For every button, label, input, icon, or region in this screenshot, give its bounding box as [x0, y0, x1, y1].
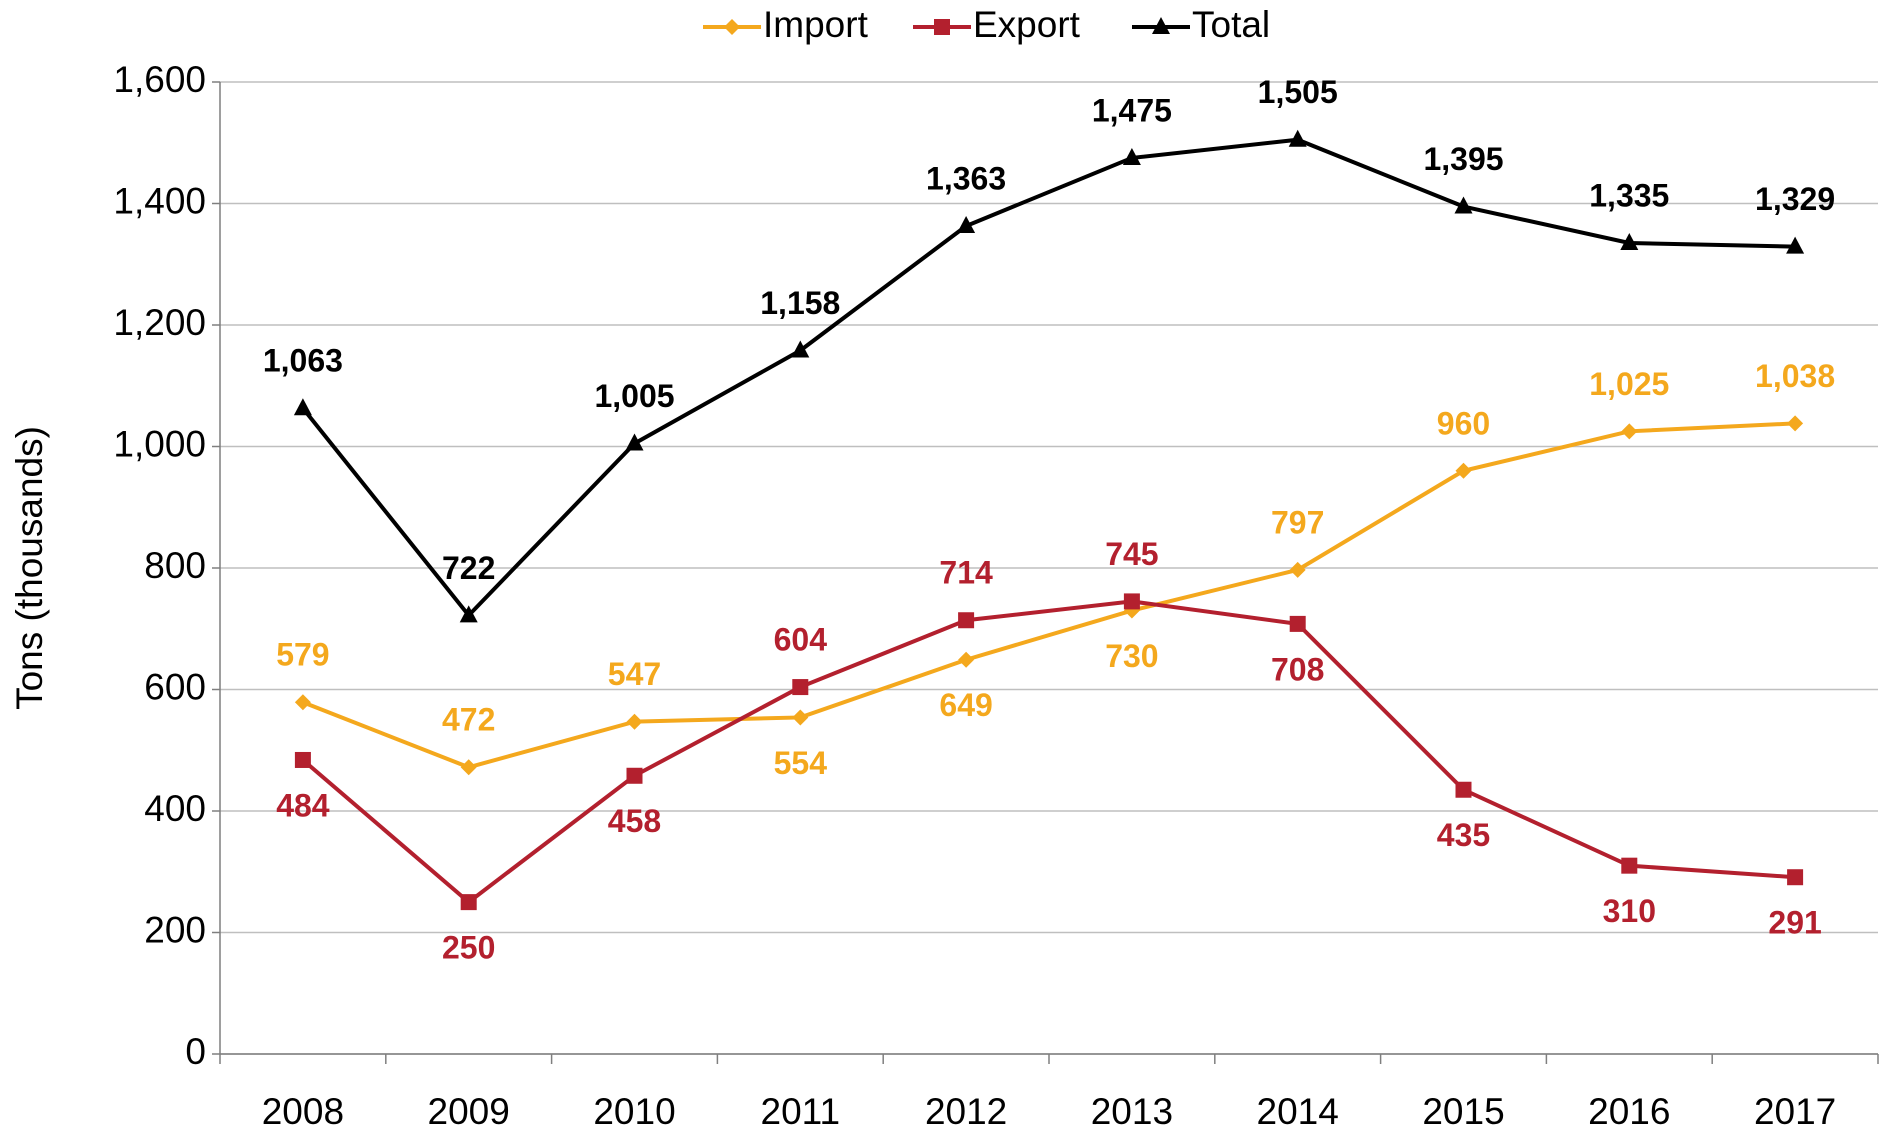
marker — [724, 19, 740, 35]
marker — [1289, 615, 1306, 632]
marker — [625, 433, 644, 451]
marker — [626, 713, 643, 730]
marker — [293, 398, 312, 416]
marker — [792, 679, 809, 696]
marker — [958, 651, 975, 668]
marker — [1288, 129, 1307, 147]
data-label: 708 — [1271, 651, 1324, 687]
y-tick-label: 1,400 — [113, 180, 206, 221]
data-label: 1,063 — [263, 343, 343, 379]
data-label: 1,329 — [1755, 181, 1835, 217]
marker — [1621, 423, 1638, 440]
x-tick-label: 2009 — [428, 1091, 510, 1132]
y-tick-label: 1,200 — [113, 302, 206, 343]
data-label: 484 — [276, 787, 330, 823]
marker — [1122, 147, 1141, 165]
marker — [460, 759, 477, 776]
y-tick-label: 600 — [144, 666, 206, 707]
series-line — [301, 599, 1796, 905]
y-axis-label: Tons (thousands) — [9, 426, 50, 710]
y-tick-label: 400 — [144, 788, 206, 829]
data-label: 1,025 — [1589, 366, 1669, 402]
y-tick-label: 1,600 — [113, 59, 206, 100]
data-label: 1,395 — [1423, 141, 1503, 177]
data-label: 291 — [1768, 905, 1821, 941]
data-label: 1,505 — [1258, 74, 1338, 110]
marker — [1123, 593, 1140, 610]
marker — [1455, 462, 1472, 479]
marker — [958, 612, 975, 629]
data-label: 472 — [442, 702, 495, 738]
y-tick-label: 0 — [185, 1031, 206, 1072]
legend-label: Total — [1192, 4, 1270, 45]
x-tick-label: 2017 — [1754, 1091, 1836, 1132]
y-tick-label: 200 — [144, 909, 206, 950]
x-tick-label: 2012 — [925, 1091, 1007, 1132]
marker — [1152, 17, 1170, 34]
marker — [1787, 415, 1804, 432]
legend-label: Export — [973, 4, 1081, 45]
x-tick-label: 2014 — [1257, 1091, 1339, 1132]
x-tick-label: 2015 — [1422, 1091, 1504, 1132]
marker — [1454, 196, 1473, 214]
data-label: 730 — [1105, 638, 1158, 674]
data-label: 310 — [1603, 893, 1656, 929]
marker — [294, 694, 311, 711]
data-label: 1,158 — [760, 285, 840, 321]
x-tick-label: 2011 — [761, 1091, 841, 1132]
marker — [460, 894, 477, 911]
x-tick-label: 2013 — [1091, 1091, 1173, 1132]
data-label: 649 — [939, 687, 992, 723]
marker — [791, 340, 810, 358]
data-label: 554 — [774, 745, 828, 781]
x-tick-label: 2016 — [1588, 1091, 1670, 1132]
data-label: 604 — [774, 622, 828, 658]
data-label: 458 — [608, 803, 661, 839]
marker — [957, 215, 976, 233]
marker — [1620, 232, 1639, 250]
data-label: 1,363 — [926, 160, 1006, 196]
data-label: 579 — [276, 637, 329, 673]
y-tick-label: 800 — [144, 545, 206, 586]
marker — [1621, 857, 1638, 874]
data-label: 250 — [442, 930, 495, 966]
marker — [294, 751, 311, 768]
x-tick-label: 2010 — [593, 1091, 675, 1132]
marker — [1786, 236, 1805, 254]
data-label: 797 — [1271, 504, 1324, 540]
x-tick-label: 2008 — [262, 1091, 344, 1132]
data-label: 745 — [1105, 536, 1158, 572]
marker — [626, 767, 643, 784]
series-line — [301, 137, 1796, 619]
data-label: 547 — [608, 656, 661, 692]
y-tick-label: 1,000 — [113, 423, 206, 464]
marker — [1455, 781, 1472, 798]
data-label: 1,335 — [1589, 177, 1669, 213]
data-label: 435 — [1437, 817, 1490, 853]
marker — [1787, 869, 1804, 886]
marker — [934, 19, 950, 35]
data-label: 960 — [1437, 405, 1490, 441]
marker — [1289, 561, 1306, 578]
data-label: 722 — [442, 550, 495, 586]
data-label: 1,475 — [1092, 92, 1172, 128]
data-label: 1,038 — [1755, 358, 1835, 394]
marker — [459, 605, 478, 623]
series-line — [302, 421, 1796, 770]
legend-label: Import — [763, 4, 869, 45]
data-label: 714 — [939, 555, 993, 591]
data-label: 1,005 — [594, 378, 674, 414]
marker — [792, 709, 809, 726]
